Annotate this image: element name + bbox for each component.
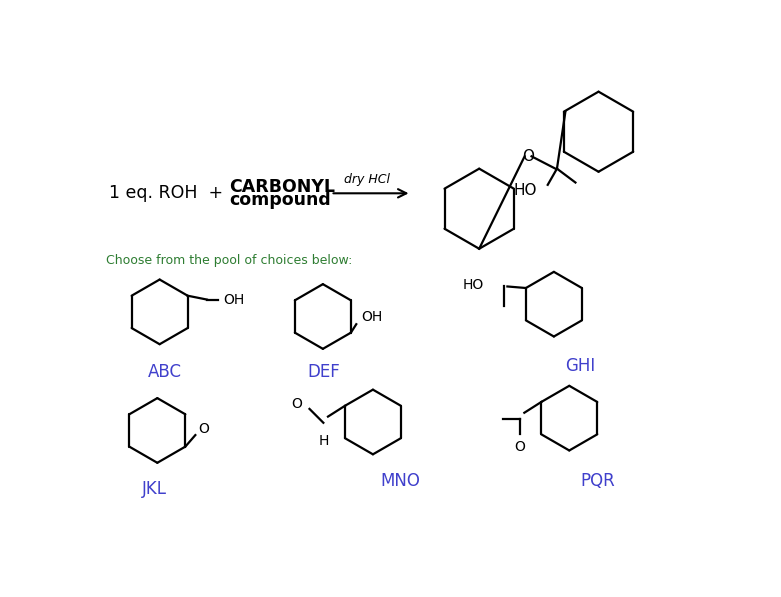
Text: H: H bbox=[318, 433, 329, 448]
Text: HO: HO bbox=[513, 183, 537, 198]
Text: OH: OH bbox=[223, 293, 244, 307]
Text: dry HCl: dry HCl bbox=[344, 173, 390, 186]
Text: GHI: GHI bbox=[565, 356, 596, 374]
Text: PQR: PQR bbox=[581, 472, 615, 490]
Text: CARBONYL: CARBONYL bbox=[229, 178, 335, 196]
Text: HO: HO bbox=[463, 278, 484, 292]
Text: 1 eq. ROH  +: 1 eq. ROH + bbox=[109, 184, 223, 202]
Text: JKL: JKL bbox=[142, 480, 167, 498]
Text: O: O bbox=[514, 441, 525, 454]
Text: O: O bbox=[198, 422, 209, 436]
Text: MNO: MNO bbox=[380, 472, 420, 490]
Text: ABC: ABC bbox=[148, 363, 182, 381]
Text: Choose from the pool of choices below:: Choose from the pool of choices below: bbox=[105, 254, 352, 267]
Text: O: O bbox=[522, 149, 533, 164]
Text: OH: OH bbox=[362, 310, 383, 324]
Text: O: O bbox=[291, 396, 301, 411]
Text: compound: compound bbox=[229, 191, 330, 209]
Text: DEF: DEF bbox=[308, 363, 341, 381]
